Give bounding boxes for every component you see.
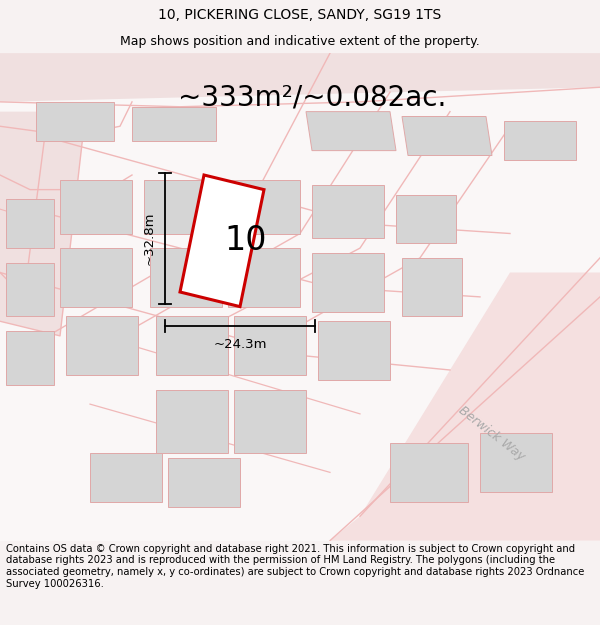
- Text: ~24.3m: ~24.3m: [213, 338, 267, 351]
- Polygon shape: [6, 199, 54, 248]
- Text: ~333m²/~0.082ac.: ~333m²/~0.082ac.: [178, 83, 446, 111]
- Polygon shape: [234, 389, 306, 453]
- Polygon shape: [480, 433, 552, 492]
- Polygon shape: [306, 112, 396, 151]
- Polygon shape: [402, 258, 462, 316]
- Polygon shape: [0, 112, 84, 336]
- Polygon shape: [228, 180, 300, 234]
- Text: Contains OS data © Crown copyright and database right 2021. This information is : Contains OS data © Crown copyright and d…: [6, 544, 584, 589]
- Text: Map shows position and indicative extent of the property.: Map shows position and indicative extent…: [120, 35, 480, 48]
- Polygon shape: [156, 389, 228, 453]
- Polygon shape: [0, 53, 600, 102]
- Polygon shape: [132, 107, 216, 141]
- Polygon shape: [504, 121, 576, 161]
- Text: Berwick Way: Berwick Way: [457, 404, 527, 463]
- Polygon shape: [234, 316, 306, 375]
- Polygon shape: [168, 458, 240, 506]
- Polygon shape: [330, 272, 600, 541]
- Polygon shape: [180, 175, 264, 307]
- Polygon shape: [390, 443, 468, 502]
- Polygon shape: [228, 248, 300, 307]
- Polygon shape: [90, 453, 162, 502]
- Polygon shape: [66, 316, 138, 375]
- Polygon shape: [312, 185, 384, 238]
- Polygon shape: [6, 262, 54, 316]
- Text: ~32.8m: ~32.8m: [143, 212, 156, 265]
- Polygon shape: [60, 248, 132, 307]
- Polygon shape: [156, 316, 228, 375]
- Polygon shape: [36, 102, 114, 141]
- Text: 10, PICKERING CLOSE, SANDY, SG19 1TS: 10, PICKERING CLOSE, SANDY, SG19 1TS: [158, 8, 442, 22]
- Polygon shape: [60, 180, 132, 234]
- Polygon shape: [312, 253, 384, 311]
- Polygon shape: [6, 331, 54, 384]
- Polygon shape: [396, 194, 456, 243]
- Polygon shape: [318, 321, 390, 380]
- Polygon shape: [144, 180, 216, 234]
- Text: 10: 10: [225, 224, 267, 258]
- Polygon shape: [150, 248, 222, 307]
- Polygon shape: [402, 116, 492, 156]
